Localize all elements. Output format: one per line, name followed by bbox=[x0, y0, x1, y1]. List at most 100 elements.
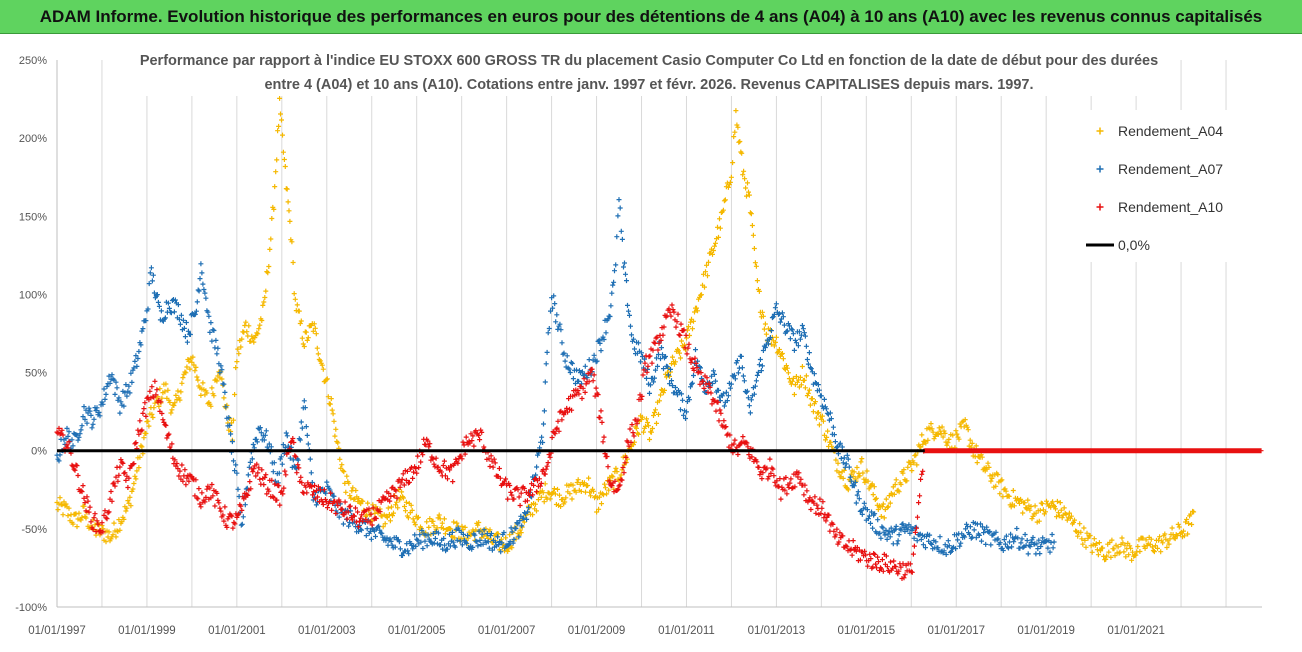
y-tick-label: -100% bbox=[15, 602, 47, 614]
series-marker-group bbox=[450, 439, 468, 485]
series-marker-group bbox=[198, 483, 212, 510]
series-marker-group bbox=[922, 448, 958, 454]
series-marker-group bbox=[328, 396, 338, 439]
x-tick-label: 01/01/2009 bbox=[568, 625, 626, 637]
series-marker-group bbox=[378, 530, 396, 551]
performance-chart: 250% 200% 150% 100% 50% 0% -50% -100% 01/01/199… bbox=[0, 34, 1302, 647]
series-marker-group bbox=[805, 494, 819, 516]
series-marker-group bbox=[135, 430, 149, 471]
legend-label: Rendement_A04 bbox=[1118, 123, 1223, 139]
series-marker-group bbox=[207, 320, 221, 357]
series-marker-group bbox=[463, 428, 482, 449]
series-marker-group bbox=[814, 496, 828, 521]
series-marker-group bbox=[607, 279, 617, 319]
series-marker-group bbox=[877, 524, 895, 542]
series-marker-group bbox=[292, 296, 306, 347]
series-marker-group bbox=[684, 309, 697, 341]
series-marker-group bbox=[702, 246, 715, 290]
series-marker-group bbox=[99, 496, 113, 535]
series-marker-group bbox=[261, 216, 275, 305]
series-marker-group bbox=[648, 352, 661, 388]
series-marker-group bbox=[612, 213, 621, 274]
y-tick-label: 0% bbox=[31, 446, 47, 458]
series-marker-group bbox=[1169, 521, 1187, 542]
series-Rendement_A10 bbox=[54, 302, 1264, 581]
series-marker-group bbox=[616, 197, 625, 242]
legend-background bbox=[1064, 110, 1264, 262]
series-marker-group bbox=[778, 475, 792, 502]
series-marker-group bbox=[346, 503, 365, 530]
series-marker-group bbox=[387, 476, 405, 504]
series-marker-group bbox=[252, 461, 266, 487]
legend-marker-swatch bbox=[1096, 127, 1104, 135]
series-marker-group bbox=[144, 270, 153, 314]
series-marker-group bbox=[728, 129, 738, 180]
series-marker-group bbox=[405, 532, 419, 557]
series-marker-group bbox=[854, 545, 873, 569]
series-marker-group bbox=[931, 534, 949, 557]
series-marker-group bbox=[306, 482, 324, 505]
series-marker-group bbox=[724, 431, 738, 456]
series-marker-group bbox=[99, 373, 113, 407]
series-marker-group bbox=[108, 372, 122, 403]
series-marker-group bbox=[908, 448, 927, 575]
x-tick-label: 01/01/2021 bbox=[1107, 625, 1165, 637]
series-marker-group bbox=[436, 512, 455, 539]
series-marker-group bbox=[198, 261, 212, 319]
series-marker-group bbox=[558, 482, 576, 509]
x-tick-label: 01/01/2015 bbox=[838, 625, 896, 637]
x-tick-label: 01/01/2013 bbox=[748, 625, 806, 637]
series-marker-group bbox=[863, 507, 882, 537]
series-marker-group bbox=[225, 511, 239, 531]
series-marker-group bbox=[1061, 505, 1080, 535]
series-marker-group bbox=[207, 373, 221, 409]
series-marker-group bbox=[719, 380, 733, 409]
y-tick-label: 150% bbox=[19, 211, 47, 223]
series-marker-group bbox=[234, 470, 243, 515]
series-marker-group bbox=[791, 323, 805, 353]
x-tick-label: 01/01/2011 bbox=[658, 625, 715, 637]
chart-area: 250% 200% 150% 100% 50% 0% -50% -100% 01/01/199… bbox=[0, 34, 1302, 647]
series-marker-group bbox=[72, 462, 86, 495]
series-marker-group bbox=[234, 490, 248, 520]
series-marker-group bbox=[207, 482, 221, 509]
series-marker-group bbox=[985, 528, 1003, 548]
series-marker-group bbox=[166, 297, 180, 321]
series-marker-group bbox=[872, 495, 886, 519]
series-marker-group bbox=[634, 360, 648, 427]
series-marker-group bbox=[373, 489, 392, 521]
series-marker-group bbox=[288, 237, 297, 297]
series-marker-group bbox=[216, 361, 230, 421]
series-marker-group bbox=[175, 302, 189, 340]
series-marker-group bbox=[414, 528, 432, 551]
series-marker-group bbox=[693, 271, 706, 314]
series-marker-group bbox=[733, 108, 745, 156]
series-marker-group bbox=[1048, 498, 1066, 521]
series-marker-group bbox=[256, 425, 270, 450]
series-marker-group bbox=[782, 321, 796, 342]
series-marker-group bbox=[108, 517, 122, 542]
series-marker-group bbox=[854, 489, 868, 517]
series-marker-group bbox=[1039, 532, 1057, 555]
series-marker-group bbox=[980, 460, 999, 490]
series-marker-group bbox=[319, 487, 338, 513]
series-marker-group bbox=[562, 353, 580, 386]
x-tick-label: 01/01/1999 bbox=[118, 625, 176, 637]
series-marker-group bbox=[715, 399, 729, 430]
series-marker-group bbox=[845, 459, 864, 493]
series-marker-group bbox=[791, 364, 805, 397]
series-marker-group bbox=[171, 457, 185, 482]
series-marker-group bbox=[1025, 535, 1044, 557]
series-marker-group bbox=[621, 260, 634, 338]
series-marker-group bbox=[333, 497, 351, 522]
chart-title-line2: entre 4 (A04) et 10 ans (A10). Cotations… bbox=[264, 77, 1033, 93]
series-marker-group bbox=[441, 526, 459, 554]
series-marker-group bbox=[796, 470, 810, 504]
report-banner: ADAM Informe. Evolution historique des p… bbox=[0, 0, 1302, 34]
series-marker-group bbox=[697, 370, 711, 395]
series-marker-group bbox=[270, 481, 284, 508]
series-marker-group bbox=[607, 478, 621, 495]
series-marker-group bbox=[148, 265, 162, 309]
series-marker-group bbox=[216, 500, 230, 530]
series-marker-group bbox=[153, 387, 167, 425]
